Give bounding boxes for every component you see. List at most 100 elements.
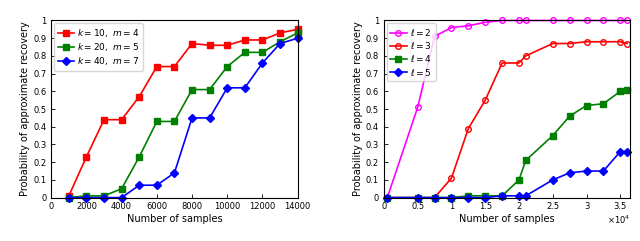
$k = 20,\ m = 5$	[188, 88, 196, 91]
$\ell = 2$	[616, 19, 624, 22]
$k = 40,\ m = 7$	[259, 61, 266, 64]
$k = 10,\ m = 4$	[241, 39, 249, 41]
$\ell = 5$	[600, 170, 607, 173]
$\ell = 3$	[616, 40, 624, 43]
$k = 20,\ m = 5$	[206, 88, 214, 91]
$k = 40,\ m = 7$	[241, 86, 249, 89]
$\ell = 4$	[515, 178, 523, 181]
$k = 20,\ m = 5$	[276, 40, 284, 43]
$\ell = 4$	[481, 194, 489, 197]
$\ell = 5$	[465, 196, 472, 199]
$\ell = 4$	[616, 90, 624, 93]
$\ell = 4$	[582, 104, 590, 107]
$\ell = 3$	[383, 196, 391, 199]
$\ell = 5$	[549, 178, 557, 181]
$\ell = 2$	[549, 19, 557, 22]
$k = 20,\ m = 5$	[118, 187, 125, 190]
$\ell = 4$	[600, 102, 607, 105]
$\ell = 4$	[383, 196, 391, 199]
$\ell = 3$	[431, 196, 438, 199]
$\ell = 5$	[582, 170, 590, 173]
$\ell = 5$	[481, 196, 489, 199]
$\ell = 2$	[447, 26, 455, 29]
$k = 10,\ m = 4$	[294, 28, 301, 31]
$\ell = 4$	[465, 194, 472, 197]
$\ell = 5$	[616, 150, 624, 153]
$\ell = 3$	[414, 196, 422, 199]
Line: $\ell = 2$: $\ell = 2$	[385, 18, 630, 201]
$k = 40,\ m = 7$	[171, 171, 179, 174]
$\ell = 3$	[499, 61, 506, 64]
Legend: $k = 10,\ m = 4$, $k = 20,\ m = 5$, $k = 40,\ m = 7$: $k = 10,\ m = 4$, $k = 20,\ m = 5$, $k =…	[54, 23, 143, 71]
$\ell = 4$	[431, 196, 438, 199]
$\ell = 4$	[566, 115, 573, 118]
$k = 10,\ m = 4$	[276, 31, 284, 34]
$k = 20,\ m = 5$	[136, 155, 143, 158]
$\ell = 2$	[566, 19, 573, 22]
$k = 10,\ m = 4$	[153, 65, 161, 68]
$\ell = 2$	[383, 196, 391, 199]
Line: $k = 10,\ m = 4$: $k = 10,\ m = 4$	[66, 27, 300, 199]
$k = 40,\ m = 7$	[223, 86, 231, 89]
$\ell = 3$	[566, 42, 573, 45]
$k = 20,\ m = 5$	[241, 51, 249, 54]
$\ell = 3$	[600, 40, 607, 43]
$\ell = 4$	[447, 196, 455, 199]
$\ell = 2$	[522, 19, 529, 22]
$k = 40,\ m = 7$	[206, 116, 214, 119]
$k = 10,\ m = 4$	[188, 42, 196, 45]
$\ell = 2$	[431, 35, 438, 38]
Line: $k = 20,\ m = 5$: $k = 20,\ m = 5$	[66, 30, 300, 201]
$\ell = 5$	[623, 150, 631, 153]
$k = 10,\ m = 4$	[206, 44, 214, 47]
$k = 20,\ m = 5$	[100, 194, 108, 197]
$\ell = 5$	[566, 171, 573, 174]
$k = 20,\ m = 5$	[223, 65, 231, 68]
$k = 10,\ m = 4$	[259, 39, 266, 41]
Line: $k = 40,\ m = 7$: $k = 40,\ m = 7$	[66, 35, 300, 201]
$\ell = 2$	[600, 19, 607, 22]
$\ell = 3$	[549, 42, 557, 45]
$k = 40,\ m = 7$	[100, 196, 108, 199]
$k = 10,\ m = 4$	[100, 118, 108, 121]
$\ell = 5$	[431, 196, 438, 199]
Line: $\ell = 4$: $\ell = 4$	[385, 87, 630, 201]
$k = 10,\ m = 4$	[171, 65, 179, 68]
$\ell = 3$	[447, 177, 455, 180]
$k = 20,\ m = 5$	[153, 120, 161, 123]
$k = 10,\ m = 4$	[83, 155, 90, 158]
Text: $\times 10^4$: $\times 10^4$	[607, 214, 630, 226]
$\ell = 3$	[623, 42, 631, 45]
$k = 10,\ m = 4$	[118, 118, 125, 121]
$\ell = 3$	[465, 127, 472, 130]
Y-axis label: Probability of approximate recovery: Probability of approximate recovery	[353, 22, 363, 196]
$k = 40,\ m = 7$	[188, 116, 196, 119]
$\ell = 3$	[582, 40, 590, 43]
$k = 20,\ m = 5$	[83, 194, 90, 197]
$k = 10,\ m = 4$	[65, 194, 73, 197]
$k = 10,\ m = 4$	[223, 44, 231, 47]
$\ell = 2$	[515, 19, 523, 22]
$k = 20,\ m = 5$	[294, 31, 301, 34]
$\ell = 5$	[515, 194, 523, 197]
$\ell = 2$	[623, 19, 631, 22]
$\ell = 5$	[447, 196, 455, 199]
$\ell = 4$	[623, 88, 631, 91]
X-axis label: Number of samples: Number of samples	[127, 214, 222, 224]
$\ell = 4$	[499, 194, 506, 197]
$\ell = 2$	[465, 24, 472, 27]
$k = 20,\ m = 5$	[65, 196, 73, 199]
$\ell = 5$	[414, 196, 422, 199]
Line: $\ell = 5$: $\ell = 5$	[385, 149, 630, 201]
$\ell = 2$	[499, 19, 506, 22]
$k = 10,\ m = 4$	[136, 95, 143, 98]
X-axis label: Number of samples: Number of samples	[460, 214, 555, 224]
$k = 20,\ m = 5$	[259, 51, 266, 54]
$k = 40,\ m = 7$	[294, 37, 301, 40]
$\ell = 2$	[582, 19, 590, 22]
$k = 40,\ m = 7$	[276, 42, 284, 45]
Legend: $\ell = 2$, $\ell = 3$, $\ell = 4$, $\ell = 5$: $\ell = 2$, $\ell = 3$, $\ell = 4$, $\el…	[387, 23, 436, 81]
$\ell = 3$	[481, 99, 489, 102]
$\ell = 2$	[481, 21, 489, 24]
$k = 40,\ m = 7$	[83, 196, 90, 199]
